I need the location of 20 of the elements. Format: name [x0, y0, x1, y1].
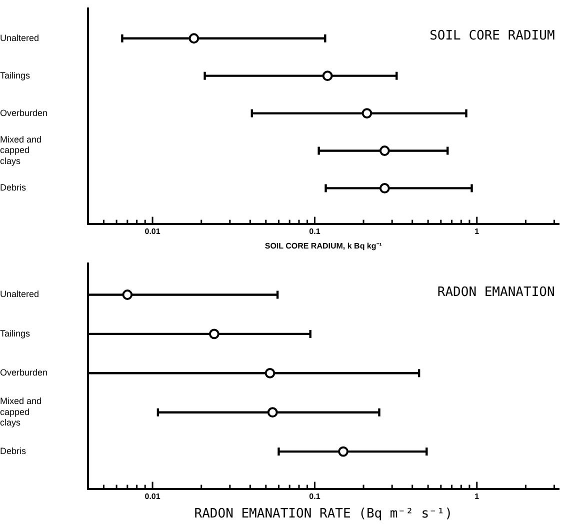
- y-tick-label: Tailings: [0, 328, 31, 338]
- x-tick-label: 0.1: [309, 226, 321, 236]
- x-axis-title: RADON EMANATION RATE (Bq m⁻² s⁻¹): [194, 506, 453, 522]
- x-tick-label: 1: [474, 492, 480, 501]
- y-tick-label: Mixed and capped clays: [0, 396, 42, 428]
- y-tick-label: Debris: [0, 446, 27, 456]
- y-tick-label: Overburden: [0, 368, 48, 378]
- y-tick-label: Unaltered: [0, 289, 40, 300]
- y-tick-label: Overburden: [0, 108, 48, 118]
- x-tick-label: 0.01: [144, 226, 161, 236]
- y-tick-label: Mixed and capped clays: [0, 134, 42, 166]
- y-tick-label: Tailings: [0, 70, 31, 80]
- text: SOIL CORE RADIUM: [430, 28, 555, 44]
- text: RADON EMANATION: [437, 285, 555, 300]
- x-tick-label: 0.1: [309, 492, 321, 501]
- x-axis-title: SOIL CORE RADIUM, k Bq kg⁻¹: [264, 241, 382, 250]
- x-tick-label: 0.01: [144, 492, 161, 501]
- y-tick-label: Debris: [0, 182, 27, 193]
- x-tick-label: 1: [474, 226, 480, 236]
- y-tick-label: Unaltered: [0, 32, 40, 43]
